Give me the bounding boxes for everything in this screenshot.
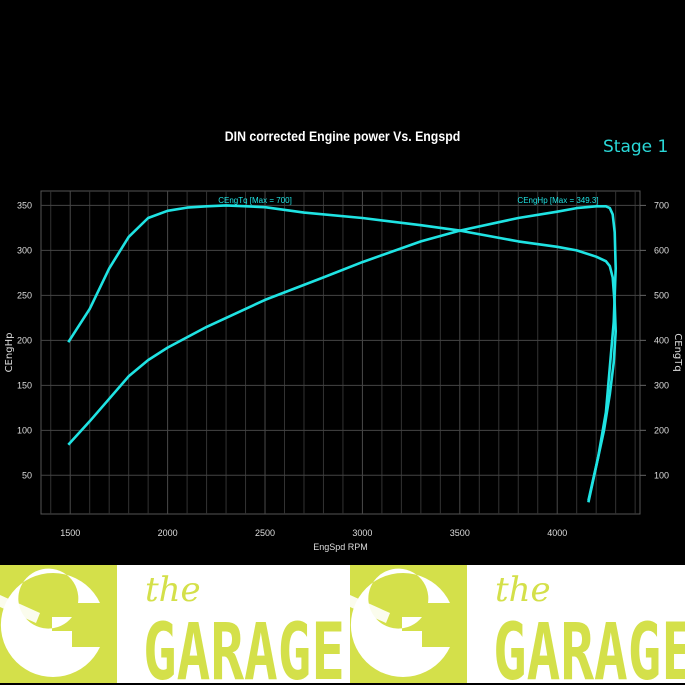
- plot-frame: [40, 190, 641, 515]
- x-tick-label: 4000: [547, 528, 567, 538]
- chart-title: DIN corrected Engine power Vs. Engspd: [224, 128, 461, 144]
- logo-text-garage: GARAGE: [493, 608, 685, 683]
- y-left-tick-label: 200: [17, 335, 32, 345]
- y-left-axis-label: CEngHp: [4, 333, 15, 373]
- x-tick-label: 3500: [450, 528, 470, 538]
- garage-logo: the GARAGE: [350, 565, 685, 683]
- y-right-tick-label: 600: [654, 245, 669, 255]
- dyno-chart: 50 100 150 200 250 300 350 100 200 300 400 500 600 70…: [4, 190, 683, 552]
- x-tick-label: 1500: [60, 528, 80, 538]
- y-right-tick-label: 400: [654, 335, 669, 345]
- y-left-tick-label: 350: [17, 200, 32, 210]
- x-axis-label: EngSpd RPM: [313, 542, 368, 552]
- y-right-tick-label: 300: [654, 380, 669, 390]
- logo-strip: the GARAGE the GARAGE: [0, 565, 685, 683]
- x-tick-label: 3000: [352, 528, 372, 538]
- logo-text-garage: GARAGE: [143, 608, 345, 683]
- y-right-tick-label: 500: [654, 290, 669, 300]
- y-left-tick-label: 300: [17, 245, 32, 255]
- y-right-tick-label: 100: [654, 470, 669, 480]
- logo-g-mark: [0, 595, 40, 623]
- logo-text-the: the: [145, 570, 201, 610]
- logo-text-the: the: [495, 570, 551, 610]
- y-left-tick-label: 250: [17, 290, 32, 300]
- y-left-tick-label: 150: [17, 380, 32, 390]
- y-left-tick-label: 100: [17, 425, 32, 435]
- series-line-cengtq: [67, 204, 617, 503]
- logo-g-mark: [350, 568, 450, 677]
- y-right-tick-label: 200: [654, 425, 669, 435]
- y-right-axis-label: CEngTq: [672, 333, 683, 371]
- y-right-tick-label: 700: [654, 200, 669, 210]
- stage-label: Stage 1: [603, 137, 669, 157]
- logo-g-mark: [350, 595, 390, 623]
- series-annotation-cenghp: CEngHp [Max = 349.3]: [517, 196, 598, 205]
- logo-g-mark: [0, 568, 101, 677]
- y-left-tick-label: 50: [22, 470, 32, 480]
- x-tick-label: 2500: [255, 528, 275, 538]
- x-tick-label: 2000: [158, 528, 178, 538]
- series-annotation-cengtq: CEngTq [Max = 700]: [218, 196, 292, 205]
- garage-logo: the GARAGE: [0, 565, 345, 683]
